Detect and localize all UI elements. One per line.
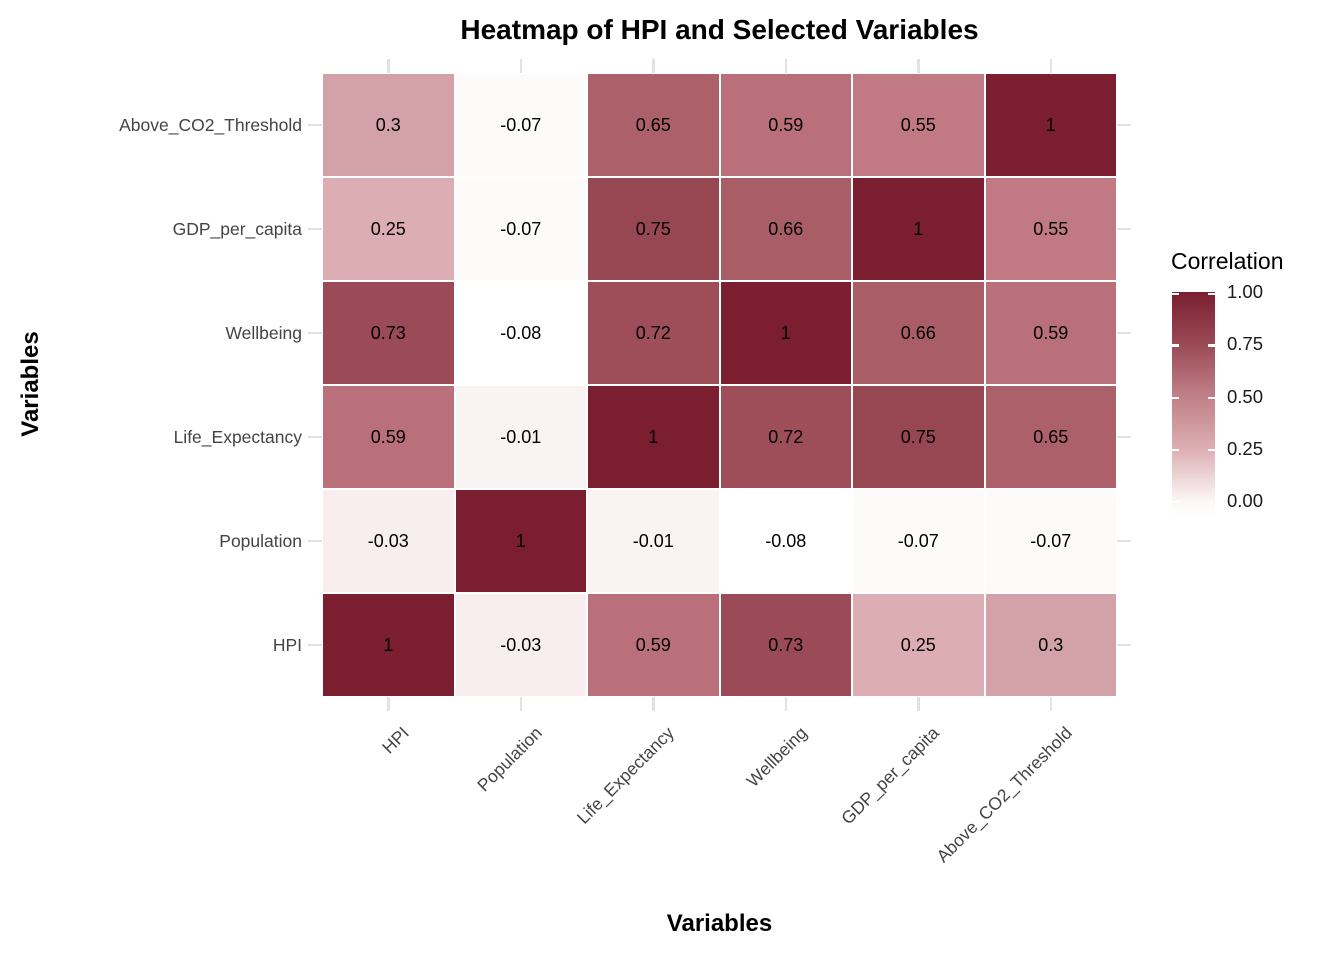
heatmap-cell: -0.08	[719, 489, 852, 593]
gridline-stub-right	[1117, 435, 1131, 439]
heatmap-cell: -0.07	[984, 489, 1117, 593]
heatmap-cell: 0.59	[587, 593, 720, 697]
gridline-stub-left	[308, 331, 322, 335]
heatmap-cell: 0.75	[587, 177, 720, 281]
heatmap-cell: 0.75	[852, 385, 985, 489]
plot-title: Heatmap of HPI and Selected Variables	[460, 14, 979, 45]
gridline-stub-bottom	[917, 697, 920, 711]
gridline-stub-right	[1117, 227, 1131, 231]
heatmap-cell: -0.01	[587, 489, 720, 593]
legend-tick-left	[1172, 293, 1179, 296]
gridline-stub-left	[308, 123, 322, 127]
heatmap-cell: 0.3	[322, 73, 455, 177]
heatmap-cell: 0.3	[984, 593, 1117, 697]
heatmap-cell: -0.07	[454, 177, 587, 281]
heatmap-cell: 0.72	[719, 385, 852, 489]
gridline-stub-top	[519, 59, 522, 73]
legend-tick-left	[1172, 396, 1179, 399]
legend-tick-right	[1208, 396, 1215, 399]
heatmap-cell: -0.07	[852, 489, 985, 593]
gridline-stub-right	[1117, 643, 1131, 647]
legend-tick-right	[1208, 448, 1215, 452]
heatmap-cell: 0.65	[587, 73, 720, 177]
legend-tick-label: 0.25	[1227, 437, 1264, 459]
heatmap-cell: 0.25	[322, 177, 455, 281]
legend-title: Correlation	[1171, 248, 1284, 274]
y-axis-label: HPI	[272, 635, 302, 655]
legend-tick-left	[1172, 344, 1179, 347]
gridline-stub-bottom	[784, 697, 787, 711]
legend-tick-right	[1208, 501, 1215, 504]
heatmap-cell: 1	[454, 489, 587, 593]
heatmap-cell: 1	[587, 385, 720, 489]
x-axis-title: Variables	[666, 910, 773, 937]
gridline-stub-left	[308, 227, 322, 231]
legend-tick-left	[1172, 501, 1179, 504]
heatmap-cell: 0.73	[322, 281, 455, 385]
gridline-stub-right	[1117, 123, 1131, 127]
y-axis-label: Above_CO2_Threshold	[119, 115, 302, 135]
gridline-stub-right	[1117, 331, 1131, 335]
legend-tick-label: 1.00	[1227, 281, 1264, 302]
heatmap-cell: 0.59	[322, 385, 455, 489]
heatmap-cell: 0.72	[587, 281, 720, 385]
gridline-stub-bottom	[652, 697, 655, 711]
gridline-stub-left	[308, 435, 322, 439]
y-axis-label: Population	[219, 531, 302, 551]
gridline-stub-top	[917, 59, 920, 73]
heatmap-cell: 1	[719, 281, 852, 385]
heatmap-cell: 0.73	[719, 593, 852, 697]
heatmap-cell: 0.59	[719, 73, 852, 177]
heatmap-cell: 1	[852, 177, 985, 281]
legend-colorbar	[1172, 292, 1215, 518]
gridline-stub-right	[1117, 539, 1131, 543]
heatmap-cell: 0.66	[852, 281, 985, 385]
y-axis-title: Variables	[17, 331, 44, 437]
legend-tick-label: 0.00	[1227, 490, 1264, 512]
heatmap-grid: 0.3 -0.07 0.65 0.59 0.55 1 0.25 -0.07 0.75 0.66 1 0…	[322, 73, 1117, 697]
heatmap-cell: 0.65	[984, 385, 1117, 489]
legend-tick-label: 0.75	[1227, 333, 1264, 355]
gridline-stub-left	[308, 643, 322, 647]
gridline-stub-top	[1049, 59, 1052, 73]
y-axis-label: GDP_per_capita	[172, 219, 302, 239]
y-axis-label: Wellbeing	[225, 323, 302, 343]
gridline-stub-top	[784, 59, 787, 73]
heatmap-cell: 0.66	[719, 177, 852, 281]
legend-tick-right	[1208, 293, 1215, 296]
heatmap-cell: 1	[984, 73, 1117, 177]
legend-tick-label: 0.50	[1227, 385, 1264, 407]
heatmap-cell: -0.03	[454, 593, 587, 697]
heatmap-cell: 0.59	[984, 281, 1117, 385]
heatmap-cell: 1	[322, 593, 455, 697]
gridline-stub-bottom	[519, 697, 522, 711]
gridline-stub-bottom	[1049, 697, 1052, 711]
heatmap-cell: -0.03	[322, 489, 455, 593]
heatmap-cell: -0.01	[454, 385, 587, 489]
heatmap-cell: 0.55	[984, 177, 1117, 281]
heatmap-cell: 0.25	[852, 593, 985, 697]
legend-tick-right	[1208, 344, 1215, 347]
y-axis-label: Life_Expectancy	[173, 427, 302, 447]
heatmap-cell: -0.08	[454, 281, 587, 385]
legend-tick-left	[1172, 448, 1179, 452]
heatmap-cell: -0.07	[454, 73, 587, 177]
gridline-stub-top	[652, 59, 655, 73]
heatmap-cell: 0.55	[852, 73, 985, 177]
gridline-stub-left	[308, 539, 322, 543]
gridline-stub-top	[387, 59, 390, 73]
gridline-stub-bottom	[387, 697, 390, 711]
